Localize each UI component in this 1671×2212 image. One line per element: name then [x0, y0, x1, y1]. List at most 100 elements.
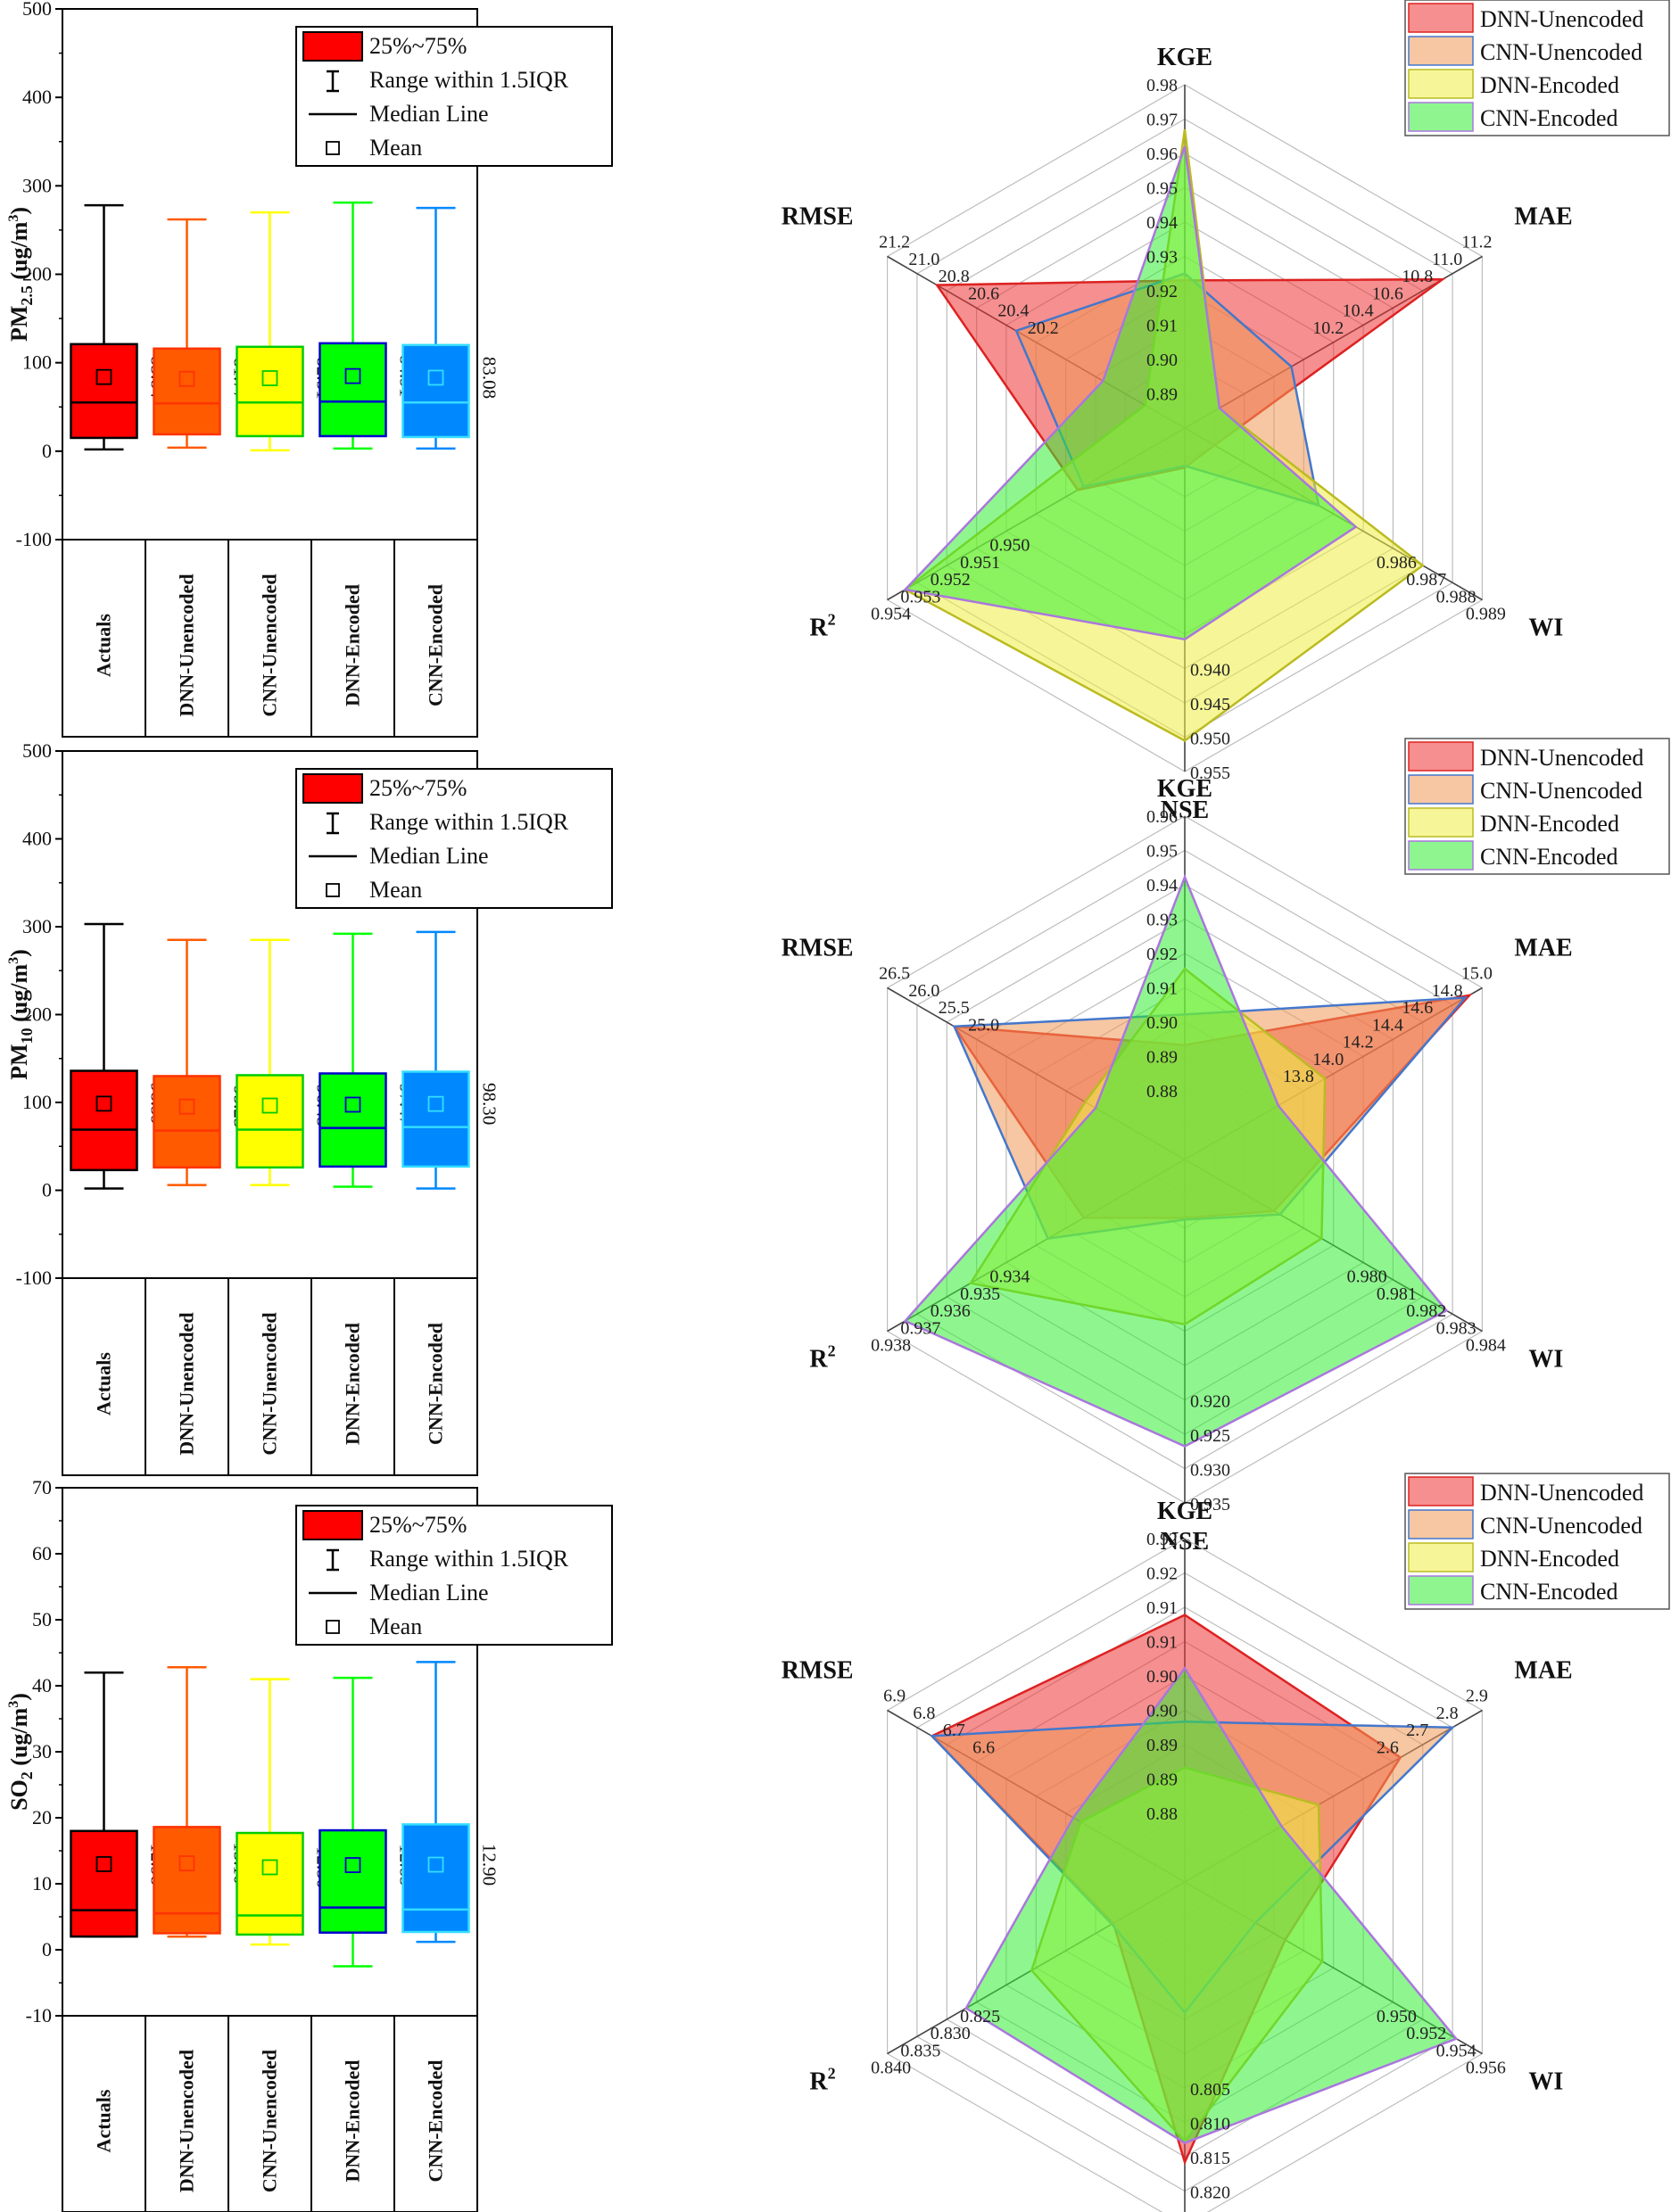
radar-axis-name-text: KGE [1157, 44, 1212, 71]
radar-tick-label: 0.935 [1190, 1495, 1230, 1515]
mean-label: 83.08 [479, 357, 500, 399]
radar-tick-label: 0.89 [1146, 1770, 1178, 1790]
category-label: DNN-Unencoded [176, 574, 198, 716]
radar-axis-name-sup: 2 [828, 611, 836, 629]
radar-tick-label: 6.7 [943, 1721, 965, 1740]
legend-box-swatch [302, 773, 363, 804]
radar-axis-name: KGE [1157, 44, 1212, 71]
radar-axis-name: MAE [1514, 203, 1572, 231]
radar-tick-label: 13.8 [1283, 1067, 1314, 1086]
radar-tick-label: 0.90 [1146, 1013, 1178, 1033]
radar-series-cnn-encoded [903, 145, 1358, 641]
y-tick-label: 0 [42, 1938, 52, 1960]
legend-swatch-dnn-encoded [1408, 69, 1474, 99]
box-cnn-unencoded: 82.51CNN-Unencoded [236, 210, 335, 717]
radar-tick-label: 20.6 [968, 284, 999, 303]
category-label: DNN-Encoded [342, 2060, 364, 2183]
radar-tick-label: 11.0 [1432, 250, 1462, 269]
radar-tick-label: 2.8 [1436, 1704, 1459, 1723]
y-tick-label: -10 [26, 2004, 52, 2026]
box-dnn-unencoded: 95.23DNN-Unencoded [153, 938, 252, 1456]
box-actuals: 83.84Actuals [70, 203, 169, 677]
box-cnn-unencoded: 96.43CNN-Unencoded [236, 938, 335, 1456]
radar-axis-name-text: R [809, 2068, 828, 2096]
radar-tick-label: 0.936 [931, 1301, 971, 1321]
legend-swatch-dnn-unencoded [1408, 741, 1474, 772]
radar-axis-name: WI [1528, 1346, 1563, 1374]
y-label-end: ) [6, 949, 32, 957]
radar-tick-label: 20.2 [1028, 318, 1059, 338]
radar-tick-label: 0.988 [1436, 587, 1477, 607]
y-axis-label: PM2.5 (ug/m3) [6, 207, 36, 342]
legend-box-label: 25%~75% [369, 33, 467, 59]
y-label-end: ) [6, 207, 32, 215]
legend-box-swatch [302, 1510, 363, 1540]
radar-legend: DNN-Unencoded CNN-Unencoded DNN-Encoded CNN… [1404, 738, 1670, 875]
y-tick-label: 200 [22, 263, 52, 285]
radar-tick-label: 0.986 [1377, 553, 1417, 573]
category-label: CNN-Encoded [425, 1323, 447, 1445]
radar-tick-label: 0.91 [1146, 1633, 1178, 1653]
radar-axis-name: MAE [1514, 935, 1572, 962]
radar-tick-label: 0.98 [1146, 76, 1178, 95]
radar-tick-label: 0.950 [1377, 2007, 1417, 2026]
radar-tick-label: 0.989 [1466, 605, 1506, 624]
radar-tick-label: 20.4 [997, 301, 1029, 321]
radar-axis-name-sup: 2 [828, 2065, 836, 2083]
radar-legend: DNN-Unencoded CNN-Unencoded DNN-Encoded CNN… [1404, 0, 1670, 136]
radar-tick-label: 0.934 [989, 1267, 1030, 1287]
y-label-main: SO [6, 1779, 32, 1811]
box-cnn-encoded: 98.30 CNN-Encoded [401, 930, 500, 1445]
y-tick-label: 500 [22, 739, 52, 762]
legend-mean-swatch [326, 141, 340, 155]
category-label: CNN-Encoded [425, 584, 447, 706]
category-label: CNN-Unencoded [259, 1312, 281, 1455]
legend-range-label: Range within 1.5IQR [369, 67, 569, 93]
radar-tick-label: 0.92 [1146, 1530, 1178, 1549]
legend-box-label: 25%~75% [369, 775, 467, 801]
mean-marker [261, 1859, 278, 1876]
radar-tick-label: 0.97 [1146, 111, 1178, 130]
category-label: DNN-Unencoded [176, 2050, 198, 2192]
iqr-box [401, 343, 470, 439]
y-tick-label: 200 [22, 1003, 52, 1026]
box-dnn-unencoded: 13.10DNN-Unencoded [153, 1666, 252, 2192]
radar-legend: DNN-Unencoded CNN-Unencoded DNN-Encoded CNN… [1404, 1473, 1670, 1610]
y-tick-label: 500 [22, 0, 52, 20]
category-label: DNN-Encoded [342, 584, 364, 706]
radar-tick-label: 14.0 [1312, 1050, 1344, 1069]
radar-tick-label: 26.5 [879, 964, 910, 984]
radar-tick-label: 0.90 [1146, 1667, 1178, 1687]
radar-tick-label: 0.91 [1146, 979, 1178, 999]
radar-tick-label: 0.94 [1146, 876, 1178, 896]
plot-frame [62, 8, 478, 738]
radar-tick-label: 0.820 [1190, 2183, 1230, 2203]
radar-axis-name: RMSE [782, 1657, 854, 1685]
radar-series-cnn-encoded [964, 1666, 1459, 2144]
radar-tick-label: 0.952 [1406, 2024, 1446, 2043]
radar-tick-label: 0.92 [1146, 1564, 1178, 1584]
radar-tick-label: 0.930 [1190, 1461, 1230, 1481]
legend-mean-swatch [326, 1620, 340, 1634]
radar-tick-label: 0.940 [1190, 661, 1230, 681]
radar-tick-label: 0.92 [1146, 945, 1178, 964]
radar-tick-label: 0.88 [1146, 1082, 1178, 1102]
legend-median-label: Median Line [369, 843, 489, 869]
iqr-box [153, 1826, 221, 1935]
radar-axis-name-text: WI [1528, 1346, 1563, 1374]
radar-tick-label: 6.6 [972, 1737, 995, 1757]
legend-median-label: Median Line [369, 1580, 489, 1605]
legend-label: CNN-Unencoded [1480, 1513, 1642, 1539]
radar-tick-label: 0.945 [1190, 695, 1230, 714]
iqr-box [70, 1829, 138, 1938]
radar-axis-name: WI [1528, 615, 1563, 642]
category-label: Actuals [93, 1352, 115, 1416]
legend-label: CNN-Encoded [1480, 105, 1618, 131]
radar-tick-label: 0.983 [1436, 1318, 1477, 1338]
box-dnn-unencoded: 81.77DNN-Unencoded [153, 218, 252, 717]
boxplot-legend: 25%~75% Range within 1.5IQR Median Line Mea… [295, 768, 613, 909]
radar-so2: 0.92 0.92 0.91 0.91 0.90 0.90 0.89 0.89 0.88 2.9 2… [782, 1498, 1573, 2212]
boxplot-pm10: -100 0 100 200 300 400 500 PM10 (ug/m3) 98.59Act… [6, 739, 613, 1476]
box-actuals: 98.59Actuals [70, 922, 169, 1416]
